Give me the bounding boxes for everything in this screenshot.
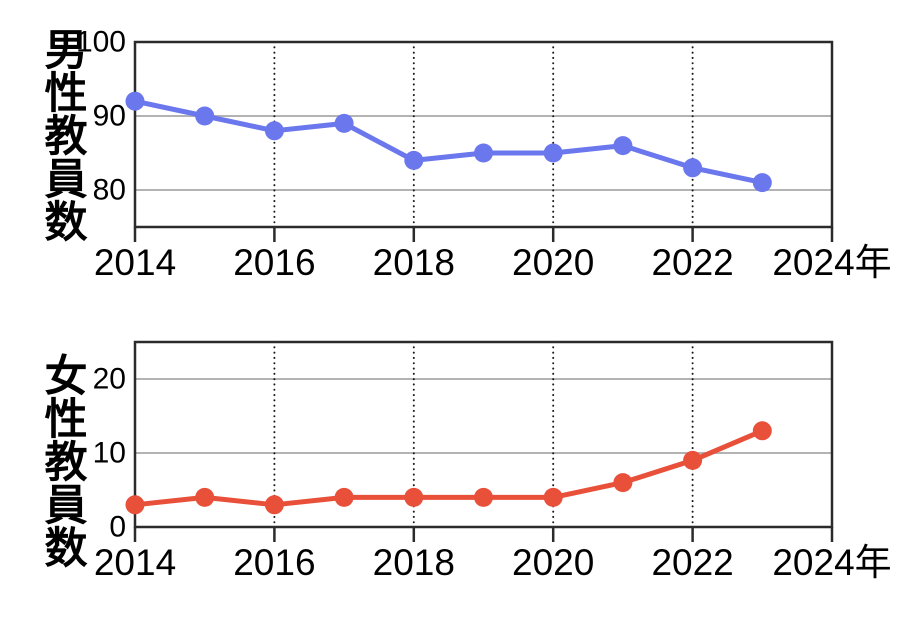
male-data-point-marker bbox=[752, 173, 772, 193]
female-data-point-marker bbox=[613, 473, 633, 493]
female-y-tick-label: 10 bbox=[93, 437, 126, 470]
female-data-point-marker bbox=[404, 487, 424, 507]
male-data-point-marker bbox=[474, 143, 493, 163]
female-data-point-marker bbox=[195, 487, 215, 507]
female-data-point-marker bbox=[752, 421, 772, 441]
female-data-point-marker bbox=[334, 487, 354, 507]
female-plot-frame bbox=[133, 340, 834, 529]
male-x-tick-label: 2014 bbox=[94, 242, 176, 283]
male-y-tick-label: 90 bbox=[93, 100, 126, 133]
male-y-tick-label: 80 bbox=[93, 174, 126, 207]
female-data-point-marker bbox=[125, 495, 145, 515]
female-y-tick-label: 20 bbox=[93, 363, 126, 396]
female-data-line bbox=[132, 428, 765, 508]
female-data-point-marker bbox=[474, 487, 493, 507]
female-data-point-marker bbox=[264, 495, 284, 515]
female-x-tick-label: 2016 bbox=[233, 542, 315, 583]
male-x-tick-label: 2018 bbox=[373, 242, 455, 283]
female-y-tick-label: 0 bbox=[109, 511, 126, 544]
male-data-point-marker bbox=[195, 106, 215, 126]
male-chart-title: 男性教員数 bbox=[38, 27, 86, 242]
male-data-point-marker bbox=[404, 150, 424, 170]
female-x-tick-label: 2018 bbox=[373, 542, 455, 583]
male-x-tick-label: 2024年 bbox=[772, 242, 891, 283]
male-data-point-marker bbox=[125, 91, 145, 111]
male-x-tick-label: 2020 bbox=[512, 242, 594, 283]
female-data-point-marker bbox=[683, 450, 703, 470]
male-data-point-marker bbox=[683, 158, 703, 178]
male-y-tick-label: 100 bbox=[76, 26, 126, 59]
female-x-tick-label: 2022 bbox=[651, 542, 733, 583]
male-plot-frame bbox=[133, 40, 834, 229]
female-x-tick-label: 2024年 bbox=[772, 542, 891, 583]
male-x-tick-label: 2016 bbox=[233, 242, 315, 283]
male-data-line bbox=[132, 98, 765, 186]
female-chart-title: 女性教員数 bbox=[38, 353, 86, 568]
female-x-tick-label: 2020 bbox=[512, 542, 594, 583]
male-data-point-marker bbox=[543, 143, 563, 163]
female-x-tick-label: 2014 bbox=[94, 542, 176, 583]
male-data-point-marker bbox=[264, 121, 284, 141]
female-data-point-marker bbox=[543, 487, 563, 507]
male-data-point-marker bbox=[613, 136, 633, 156]
male-x-tick-label: 2022 bbox=[651, 242, 733, 283]
male-data-point-marker bbox=[334, 113, 354, 133]
